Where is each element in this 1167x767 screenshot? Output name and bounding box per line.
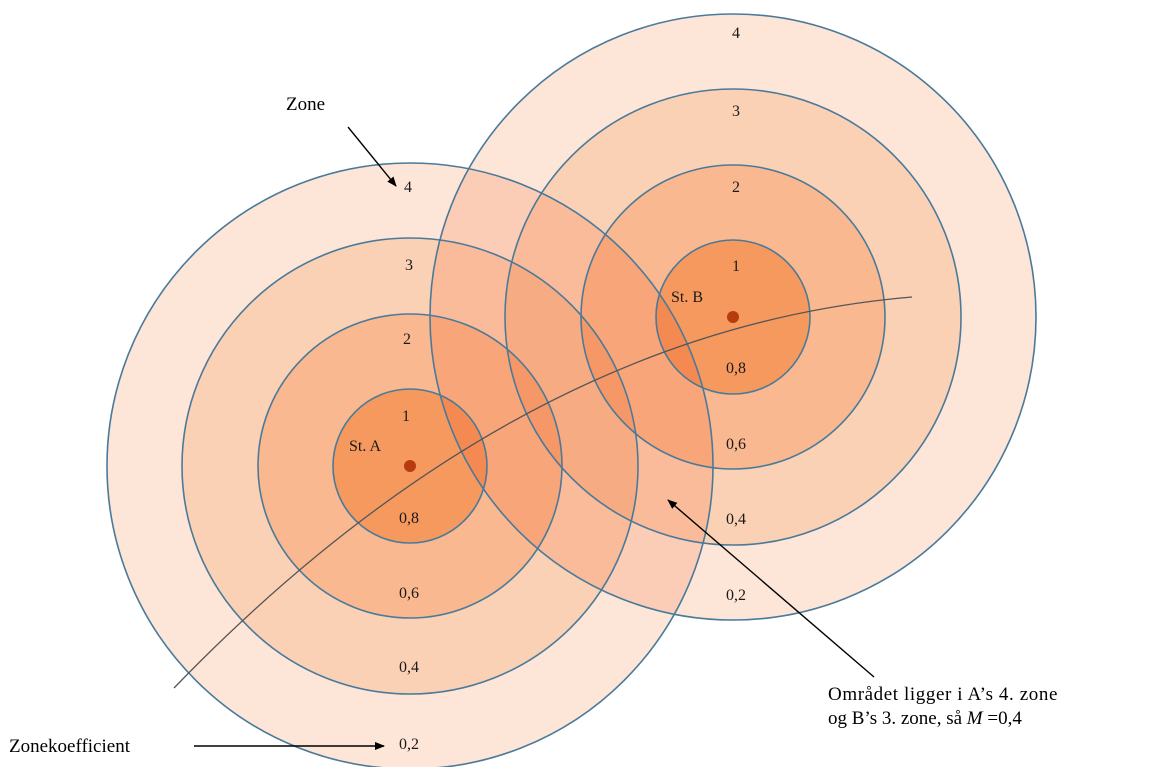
station-b-coef-2: 0,6 bbox=[726, 436, 746, 453]
station-b-zone-3: 3 bbox=[732, 103, 740, 120]
station-b-outline-2 bbox=[580, 164, 886, 470]
station-a-zone-3: 3 bbox=[405, 257, 413, 274]
station-a-zone-2: 2 bbox=[403, 331, 411, 348]
station-b-outline-4 bbox=[429, 13, 1037, 621]
coefficient-callout-label: Zonekoefficient bbox=[9, 736, 130, 757]
station-b-name: St. B bbox=[671, 289, 703, 306]
station-a-coef-2: 0,6 bbox=[399, 585, 419, 602]
station-b-outline-1 bbox=[655, 239, 811, 395]
station-a-outline-4 bbox=[106, 162, 714, 767]
station-a-name: St. A bbox=[349, 438, 381, 455]
station-a-coef-1: 0,8 bbox=[399, 510, 419, 527]
station-a-outline-1 bbox=[332, 388, 488, 544]
zone-callout-label: Zone bbox=[286, 94, 326, 115]
station-b-outline-3 bbox=[504, 88, 962, 546]
station-a-coef-3: 0,4 bbox=[399, 659, 419, 676]
station-a-outline-3 bbox=[181, 237, 639, 695]
station-a-dot bbox=[404, 460, 416, 472]
overlap-note-suffix: =0,4 bbox=[982, 708, 1022, 729]
overlap-note-line-2: og B’s 3. zone, så M =0,4 bbox=[828, 707, 1058, 731]
path-line bbox=[173, 296, 913, 689]
station-a-zone-4: 4 bbox=[404, 179, 412, 196]
station-b-dot bbox=[727, 311, 739, 323]
station-a-zone-1: 1 bbox=[402, 408, 410, 425]
station-b-zone-1: 1 bbox=[732, 258, 740, 275]
overlap-note-prefix: og B’s 3. zone, så bbox=[828, 708, 967, 729]
station-a-outline-2 bbox=[257, 313, 563, 619]
overlap-note-variable: M bbox=[966, 708, 983, 729]
station-b-coef-4: 0,2 bbox=[726, 587, 746, 604]
note-arrow bbox=[667, 499, 875, 678]
station-b-coef-1: 0,8 bbox=[726, 360, 746, 377]
station-a-coef-4: 0,2 bbox=[399, 736, 419, 753]
ring-outlines bbox=[106, 13, 1037, 767]
overlap-note-line-1: Området ligger i A’s 4. zone bbox=[828, 684, 1058, 705]
overlap-note: Området ligger i A’s 4. zone og B’s 3. z… bbox=[828, 683, 1058, 731]
station-b-zone-2: 2 bbox=[732, 179, 740, 196]
zone-arrow bbox=[347, 126, 397, 187]
station-b-coef-3: 0,4 bbox=[726, 511, 746, 528]
station-b-zone-4: 4 bbox=[732, 25, 740, 42]
